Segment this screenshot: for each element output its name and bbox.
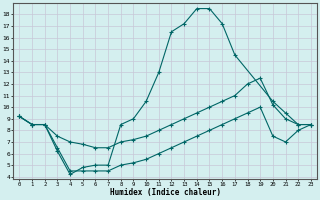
- X-axis label: Humidex (Indice chaleur): Humidex (Indice chaleur): [110, 188, 220, 197]
